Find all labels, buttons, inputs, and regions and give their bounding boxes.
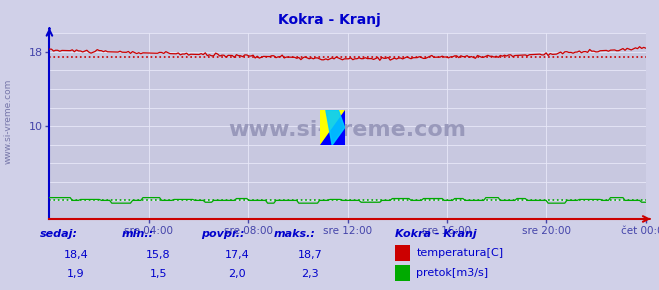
Text: sedaj:: sedaj: [40, 229, 78, 239]
Polygon shape [326, 110, 345, 145]
Text: pretok[m3/s]: pretok[m3/s] [416, 268, 488, 278]
Text: Kokra - Kranj: Kokra - Kranj [278, 13, 381, 27]
Text: www.si-vreme.com: www.si-vreme.com [229, 120, 467, 140]
Text: 1,9: 1,9 [67, 269, 84, 279]
Text: 2,0: 2,0 [229, 269, 246, 279]
Text: 18,7: 18,7 [297, 250, 322, 260]
Text: Kokra - Kranj: Kokra - Kranj [395, 229, 477, 239]
Text: 17,4: 17,4 [225, 250, 250, 260]
Text: 15,8: 15,8 [146, 250, 171, 260]
Text: maks.:: maks.: [273, 229, 316, 239]
Text: 1,5: 1,5 [150, 269, 167, 279]
Polygon shape [320, 110, 345, 145]
Text: temperatura[C]: temperatura[C] [416, 248, 503, 258]
Text: min.:: min.: [122, 229, 154, 239]
Text: povpr.:: povpr.: [201, 229, 244, 239]
Polygon shape [320, 110, 345, 145]
Text: 18,4: 18,4 [63, 250, 88, 260]
Text: www.si-vreme.com: www.si-vreme.com [3, 79, 13, 164]
Text: 2,3: 2,3 [301, 269, 318, 279]
